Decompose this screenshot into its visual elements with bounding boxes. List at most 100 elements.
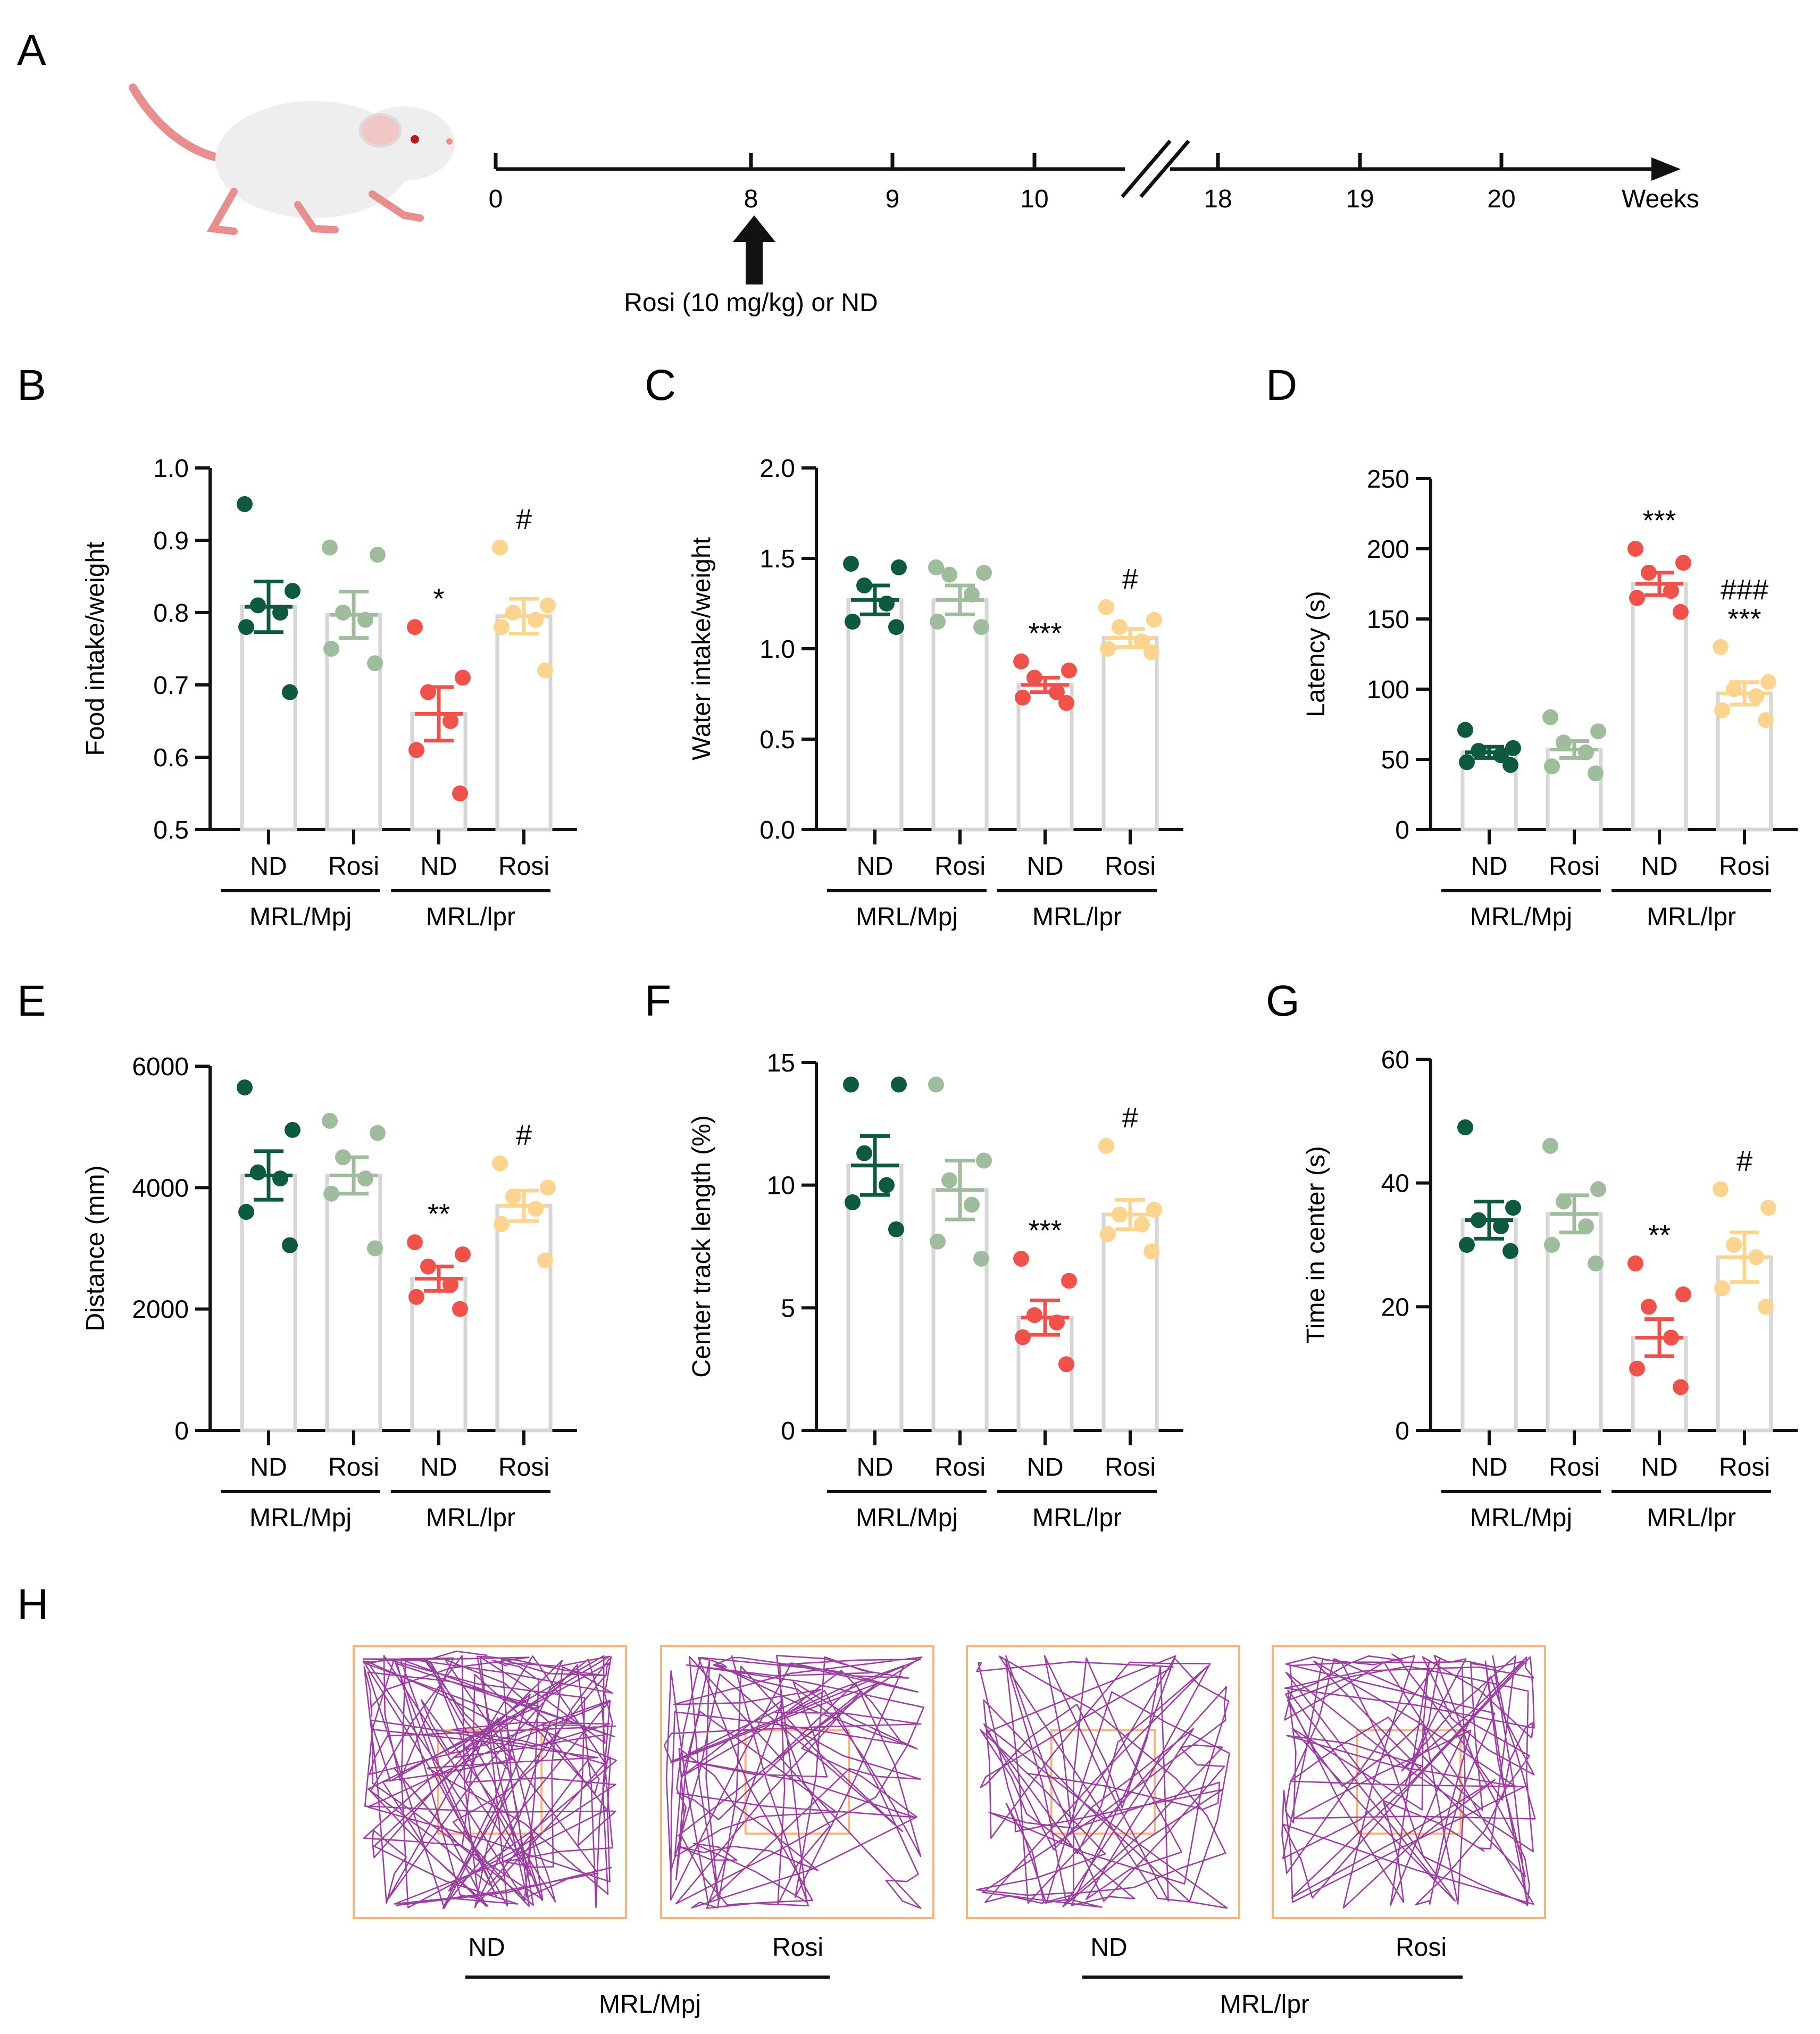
treatment-arrow-icon	[733, 215, 775, 284]
timeline-tick-label-10: 10	[1020, 185, 1048, 213]
y-axis-label: Center track length (%)	[688, 1115, 716, 1378]
data-point	[1627, 541, 1643, 557]
data-point	[407, 619, 423, 635]
significance-marker: ***	[1028, 1215, 1062, 1246]
data-point	[1673, 604, 1689, 620]
data-point	[891, 1076, 907, 1093]
bar	[325, 1174, 382, 1433]
data-point	[237, 1079, 253, 1095]
data-point	[322, 539, 338, 556]
bar	[1631, 582, 1688, 832]
strain-label: MRL/Mpj	[856, 1504, 958, 1532]
panel-letter-a: A	[17, 26, 46, 74]
data-point	[1493, 1218, 1509, 1235]
data-point	[367, 655, 383, 672]
data-point	[1098, 1137, 1114, 1154]
movement-track	[975, 1655, 1230, 1909]
timeline: 0 8 9 10 18 19 20 Weeks Rosi (10 mg/kg) or ND	[489, 139, 1699, 317]
y-tick-label: 2.0	[759, 455, 795, 483]
y-axis-label: Latency (s)	[1302, 591, 1330, 717]
arena-center-zone	[1050, 1729, 1156, 1835]
y-tick-label: 200	[1367, 535, 1409, 564]
data-point	[1457, 722, 1473, 738]
y-tick-label: 5	[781, 1294, 795, 1322]
open-field-label-mpj-rosi: Rosi	[772, 1933, 823, 1962]
y-axis-label: Water intake/weight	[688, 537, 716, 760]
y-tick-label: 20	[1381, 1293, 1409, 1321]
timeline-break-2	[1139, 139, 1190, 198]
data-point	[930, 1233, 946, 1250]
data-point	[941, 566, 957, 583]
movement-track	[1281, 1653, 1536, 1909]
panel-letter-e: E	[17, 977, 46, 1025]
x-tick-label: Rosi	[1549, 852, 1600, 881]
significance-marker: *	[433, 583, 444, 615]
strain-label: MRL/lpr	[1647, 903, 1736, 931]
data-point	[964, 1196, 980, 1213]
y-tick-label: 0.8	[153, 599, 189, 627]
panel-letter-g: G	[1266, 977, 1300, 1025]
data-point	[357, 1170, 373, 1187]
x-tick-label: ND	[420, 1453, 457, 1481]
x-tick-label: Rosi	[498, 852, 549, 881]
data-point	[452, 785, 468, 801]
open-field-label-lpr-rosi: Rosi	[1396, 1933, 1447, 1962]
data-point	[1459, 754, 1475, 771]
data-point	[1588, 765, 1604, 782]
y-tick-label: 6000	[132, 1053, 189, 1081]
timeline-unit-label: Weeks	[1622, 185, 1699, 213]
data-point	[1544, 1237, 1560, 1253]
data-point	[1015, 1329, 1031, 1345]
y-tick-label: 1.0	[759, 635, 795, 664]
y-tick-label: 0.6	[153, 744, 189, 772]
timeline-arrowhead	[1651, 157, 1681, 181]
data-point	[494, 619, 510, 635]
x-tick-label: Rosi	[1719, 1453, 1770, 1481]
y-axis-label: Distance (mm)	[81, 1165, 110, 1331]
data-point	[1544, 758, 1560, 775]
y-tick-label: 2000	[132, 1296, 189, 1324]
chart-g: 0 20 40 60 Time in center (s) ND Rosi ND ** Rosi #…	[1302, 1046, 1798, 1532]
data-point	[537, 1252, 553, 1269]
data-point	[888, 619, 904, 635]
bar	[240, 605, 297, 832]
data-point	[1542, 1137, 1558, 1154]
data-point	[540, 1179, 556, 1196]
arena-2	[660, 1645, 934, 1919]
y-tick-label: 0.9	[153, 527, 189, 555]
open-field-labels: ND Rosi ND Rosi MRL/Mpj MRL/lpr	[465, 1933, 1463, 2019]
chart-c: 0.0 0.5 1.0 1.5 2.0 Water intake/weight ND Rosi…	[688, 455, 1183, 931]
x-tick-label: Rosi	[328, 1453, 379, 1481]
y-tick-label: 0	[1395, 1417, 1409, 1445]
data-point	[272, 1170, 288, 1187]
x-tick-label: ND	[1471, 1453, 1507, 1481]
movement-track	[362, 1650, 617, 1909]
open-field-tracks	[353, 1645, 1546, 1919]
data-point	[1061, 1273, 1077, 1289]
open-field-strain-mpj: MRL/Mpj	[599, 1990, 701, 2019]
y-tick-label: 60	[1381, 1046, 1409, 1074]
x-tick-label: Rosi	[934, 1453, 986, 1481]
movement-track	[663, 1655, 925, 1909]
bar	[495, 1204, 553, 1433]
data-point	[494, 1216, 510, 1232]
data-point	[1061, 662, 1077, 679]
bar	[1101, 636, 1159, 832]
y-tick-label: 0	[174, 1417, 189, 1445]
data-point	[928, 1076, 944, 1093]
data-point	[1641, 1299, 1657, 1315]
data-point	[1629, 1360, 1645, 1377]
arena-1	[353, 1645, 627, 1919]
data-point	[930, 614, 946, 630]
y-tick-label: 100	[1367, 676, 1409, 704]
data-point	[1058, 1356, 1074, 1372]
x-tick-label: ND	[250, 852, 287, 881]
data-point	[282, 684, 298, 700]
data-point	[1015, 689, 1031, 706]
data-point	[285, 1121, 300, 1138]
y-tick-label: 0.7	[153, 672, 189, 700]
data-point	[1590, 1181, 1606, 1198]
data-point	[973, 619, 989, 635]
y-tick-label: 40	[1381, 1170, 1409, 1198]
y-tick-label: 0.0	[759, 816, 795, 844]
